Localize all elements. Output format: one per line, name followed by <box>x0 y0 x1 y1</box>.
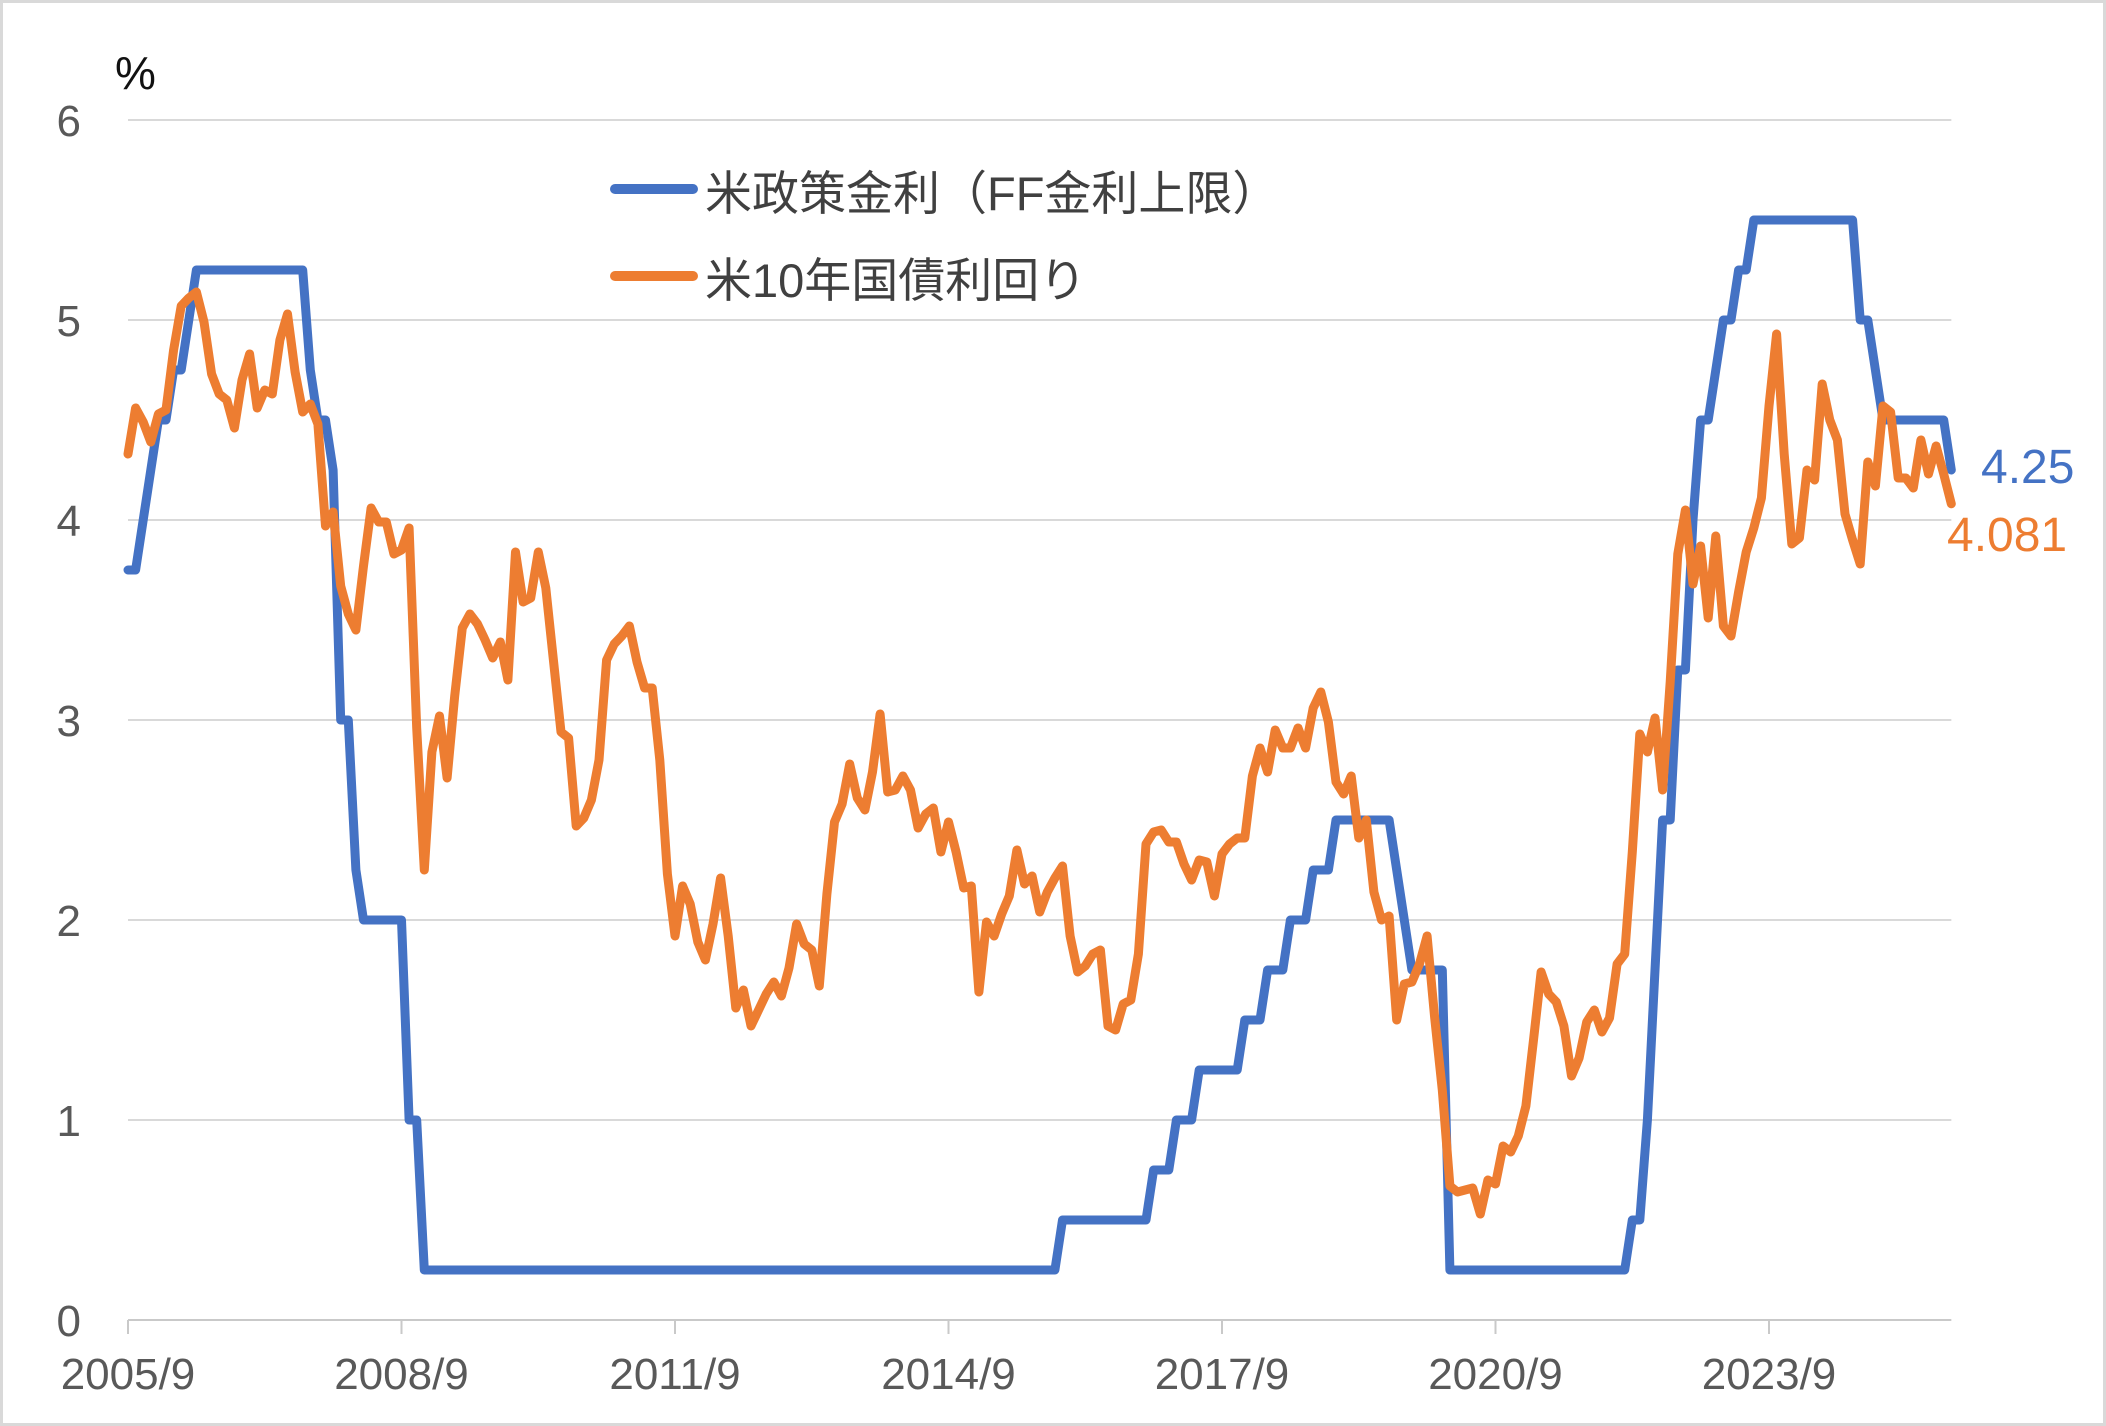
x-axis-label-3: 2014/9 <box>881 1350 1016 1399</box>
x-axis-label-6: 2023/9 <box>1702 1350 1837 1399</box>
legend-label-10y-yield: 米10年国債利回り <box>705 253 1087 307</box>
data-label-policy-rate-last: 4.25 <box>1981 441 2075 494</box>
legend-swatch-10y-yield <box>610 271 698 281</box>
x-axis-label-0: 2005/9 <box>61 1350 196 1399</box>
y-axis-label-2: 2 <box>57 897 81 946</box>
x-axis-label-5: 2020/9 <box>1428 1350 1563 1399</box>
legend-label-policy-rate: 米政策金利（FF金利上限） <box>705 166 1280 220</box>
y-axis-label-5: 5 <box>57 297 81 346</box>
legend-item-policy-rate: 米政策金利（FF金利上限） <box>610 158 1279 220</box>
rate-line-chart: 0 1 2 3 4 5 6 2005/9 2008/9 2011/9 2014/9 2017/9 202… <box>57 97 1956 1399</box>
y-axis-label-1: 1 <box>57 1097 81 1146</box>
y-axis-label-6: 6 <box>57 97 81 146</box>
data-label-10y-yield-last: 4.081 <box>1947 509 2068 562</box>
series-line-10y-yield <box>123 287 1956 1219</box>
legend-swatch-policy-rate <box>610 184 698 194</box>
y-axis-unit-label: % <box>115 47 156 99</box>
y-axis-label-0: 0 <box>57 1297 81 1346</box>
y-axis-label-4: 4 <box>57 497 81 546</box>
y-axis-label-3: 3 <box>57 697 81 746</box>
series-line-policy-rate <box>123 215 1956 1275</box>
legend: 米政策金利（FF金利上限） 米10年国債利回り <box>610 158 1279 307</box>
x-axis-label-2: 2011/9 <box>609 1350 740 1399</box>
x-axis-label-1: 2008/9 <box>334 1350 469 1399</box>
legend-item-10y-yield: 米10年国債利回り <box>610 245 1279 307</box>
x-axis-label-4: 2017/9 <box>1155 1350 1290 1399</box>
